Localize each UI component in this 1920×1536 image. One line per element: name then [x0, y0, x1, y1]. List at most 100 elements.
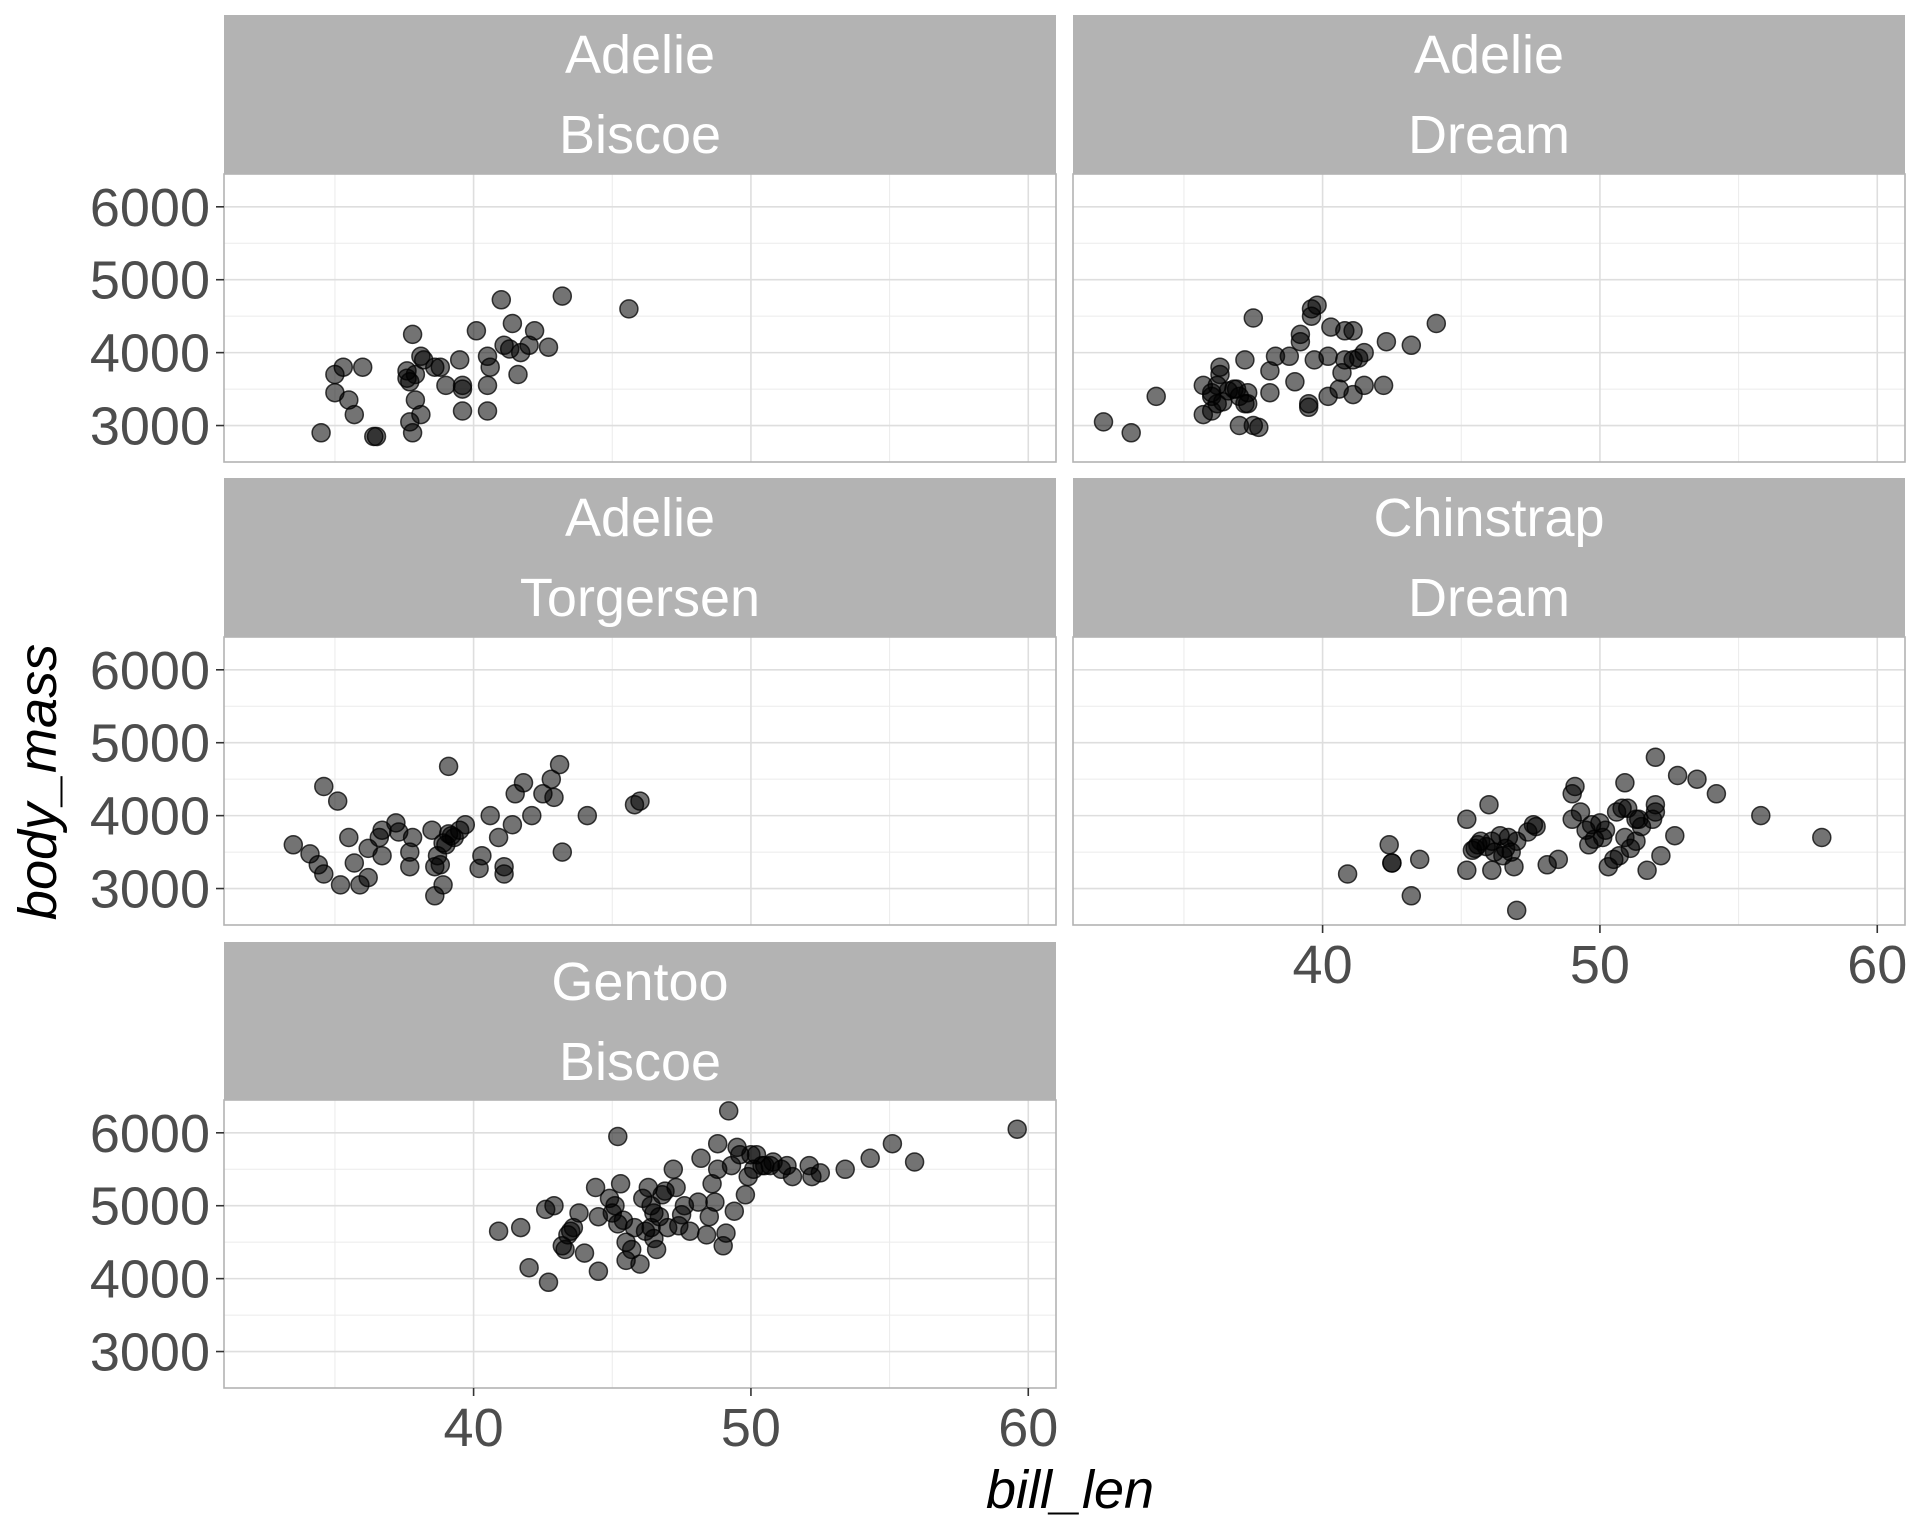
- data-point: [735, 1185, 756, 1205]
- facet-strip-label: Dream: [1408, 105, 1570, 165]
- data-point: [716, 1223, 736, 1243]
- data-point: [1751, 805, 1771, 826]
- x-tick-label: 60: [998, 1398, 1058, 1458]
- data-point: [1379, 835, 1399, 855]
- data-point: [311, 423, 331, 443]
- data-point: [327, 791, 348, 811]
- data-point: [544, 1195, 564, 1216]
- data-point: [372, 845, 392, 866]
- y-tick-label: 3000: [90, 860, 210, 920]
- data-point: [449, 350, 470, 370]
- data-point: [549, 754, 570, 775]
- data-point: [411, 346, 431, 367]
- data-point: [1243, 308, 1264, 328]
- facet-strip-label: Adelie: [1414, 25, 1564, 85]
- data-point: [438, 756, 459, 777]
- panel-border: [223, 1099, 1057, 1389]
- data-point: [477, 401, 498, 421]
- data-point: [1409, 849, 1430, 870]
- data-point: [480, 357, 500, 377]
- data-point: [455, 814, 476, 835]
- data-point: [1260, 382, 1280, 403]
- facet-strip: [224, 478, 1056, 637]
- facet-panel: Gentoo Biscoe 3000 4000 5000 6000 40 50 60: [90, 942, 1058, 1458]
- data-point: [1651, 845, 1671, 866]
- facet-panel: Chinstrap Dream 40 50 60: [1072, 478, 1907, 995]
- y-tick-label: 6000: [90, 641, 210, 701]
- data-point: [402, 423, 423, 443]
- panel-background: [224, 1100, 1056, 1388]
- data-point: [1146, 386, 1166, 407]
- data-point: [1645, 747, 1666, 768]
- data-point: [696, 1225, 717, 1245]
- data-point: [1285, 372, 1305, 392]
- data-point: [1249, 417, 1269, 438]
- data-point: [1354, 375, 1374, 396]
- data-point: [1237, 393, 1258, 414]
- data-point: [585, 1177, 606, 1198]
- data-point: [1354, 342, 1374, 363]
- data-point: [1121, 423, 1141, 443]
- data-point: [1687, 769, 1707, 789]
- panel-border: [223, 173, 1057, 463]
- data-point: [882, 1133, 903, 1154]
- facet-strip-label: Torgersen: [520, 568, 760, 628]
- x-tick-label: 50: [1570, 935, 1630, 995]
- data-point: [477, 375, 498, 396]
- data-point: [1401, 886, 1422, 906]
- facet-panel: Adelie Torgersen 3000 4000 5000 6000: [90, 478, 1057, 926]
- data-point: [1382, 853, 1402, 873]
- facet-panel: Adelie Biscoe 3000 4000 5000 6000: [90, 15, 1057, 463]
- x-tick-label: 40: [1293, 935, 1353, 995]
- data-point: [1235, 350, 1255, 370]
- data-point: [1290, 324, 1311, 345]
- facet-strip-label: Adelie: [565, 25, 715, 85]
- data-point: [1337, 864, 1358, 884]
- data-point: [494, 864, 514, 884]
- data-point: [1645, 794, 1666, 815]
- data-point: [707, 1133, 728, 1154]
- y-tick-label: 5000: [90, 251, 210, 311]
- data-point: [1706, 784, 1727, 804]
- data-point: [691, 1148, 711, 1169]
- data-point: [569, 1203, 589, 1223]
- y-tick-label: 6000: [90, 1104, 210, 1164]
- facet-strip: [224, 15, 1056, 174]
- facet-strip-label: Gentoo: [551, 952, 728, 1012]
- data-point: [491, 290, 512, 310]
- y-tick-label: 6000: [90, 178, 210, 238]
- data-point: [480, 805, 500, 826]
- y-tick-label: 4000: [90, 324, 210, 384]
- data-point: [1548, 849, 1569, 870]
- data-point: [436, 375, 456, 396]
- panel-border: [223, 636, 1057, 926]
- data-point: [411, 404, 431, 425]
- data-point: [552, 842, 573, 862]
- data-point: [488, 1221, 509, 1241]
- data-point: [344, 853, 365, 873]
- x-tick-label: 50: [721, 1398, 781, 1458]
- data-point: [1279, 346, 1300, 367]
- data-point: [1506, 900, 1527, 921]
- data-point: [782, 1166, 803, 1187]
- data-point: [1298, 397, 1319, 418]
- data-point: [452, 401, 473, 421]
- data-point: [502, 313, 523, 334]
- data-point: [400, 842, 420, 862]
- facet-strip-label: Dream: [1408, 568, 1570, 628]
- data-point: [538, 337, 559, 357]
- data-point: [330, 875, 351, 895]
- data-point: [508, 364, 528, 385]
- data-point: [663, 1159, 684, 1180]
- data-point: [405, 364, 426, 385]
- data-point: [1570, 802, 1591, 822]
- x-axis-title: bill_len: [986, 1460, 1154, 1520]
- data-point: [1343, 321, 1363, 341]
- x-tick-label: 60: [1847, 935, 1907, 995]
- data-point: [466, 321, 487, 341]
- data-point: [433, 875, 453, 895]
- data-point: [544, 787, 564, 808]
- data-point: [630, 791, 650, 811]
- y-axis-title: body_mass: [8, 644, 68, 920]
